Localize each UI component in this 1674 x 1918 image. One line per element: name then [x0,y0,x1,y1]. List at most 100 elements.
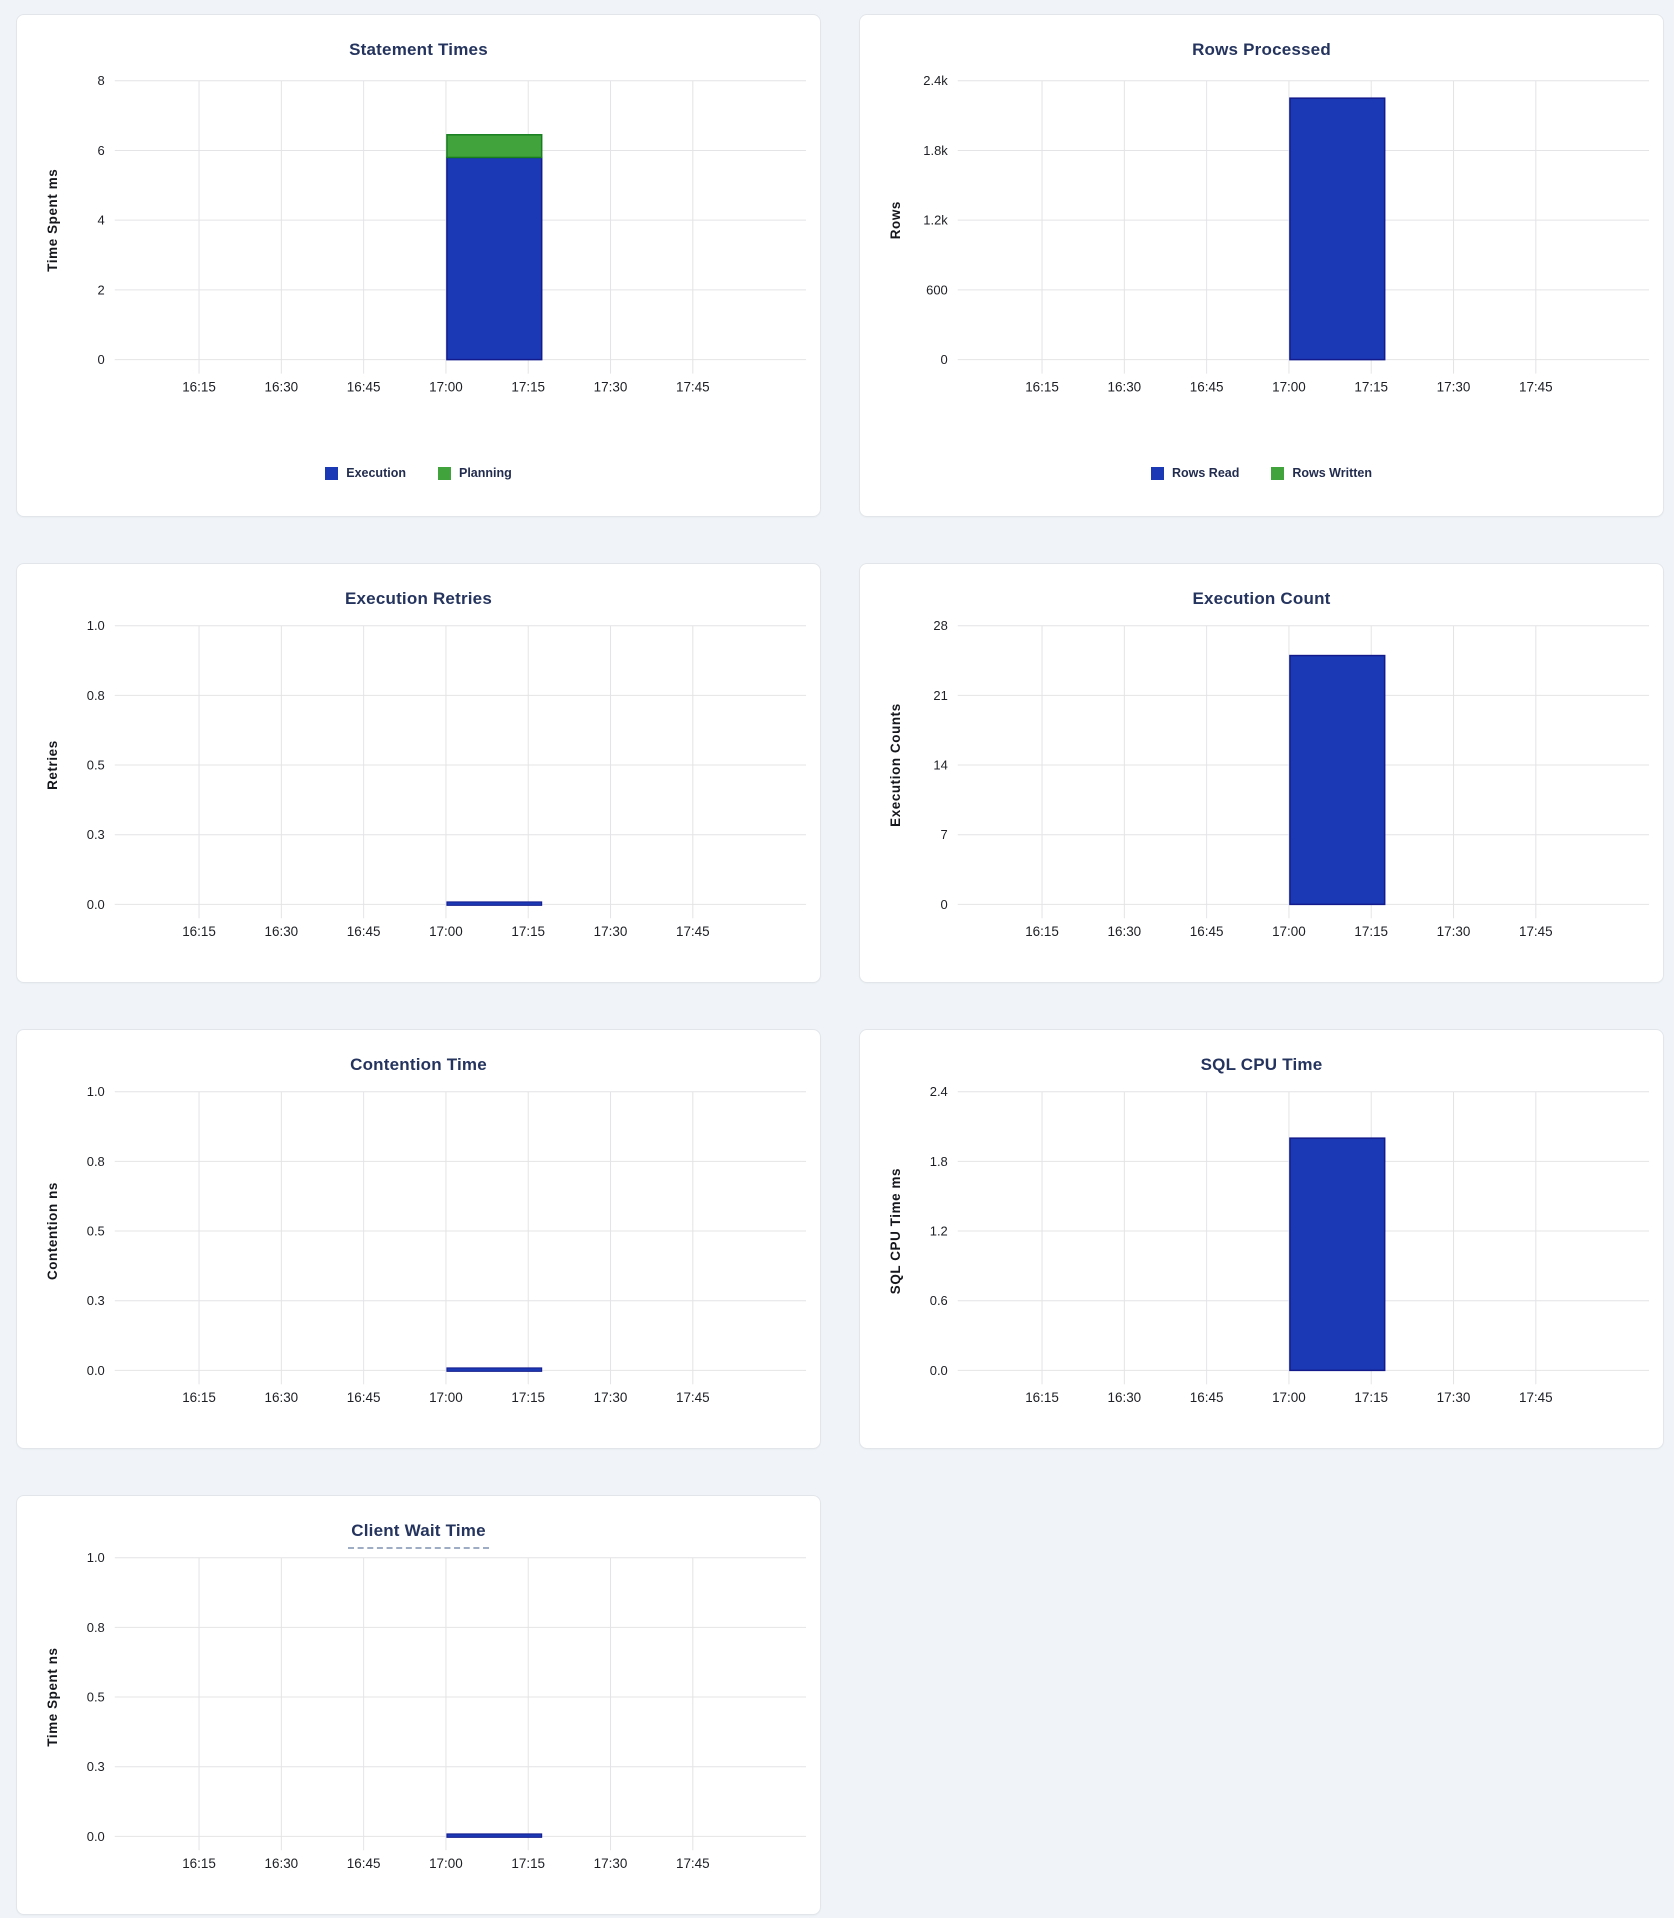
x-tick-label: 17:45 [1519,924,1553,939]
execution-count-chart: 0 7 14 21 28 16:15 16:30 16:45 17:00 17:15 17:30 17… [888,618,1650,939]
y-tick-label: 14 [933,758,947,773]
x-tick-label: 16:30 [265,924,299,939]
y-tick-label: 4 [98,213,105,228]
x-tick-label: 17:00 [429,1390,463,1405]
y-tick-label: 1.0 [87,618,105,633]
bar-sql-cpu-time[interactable] [1289,1137,1386,1372]
x-tick-label: 16:15 [182,380,216,395]
y-tick-label: 0.0 [87,1363,105,1378]
x-tick-label: 17:45 [1519,1390,1553,1405]
x-tick-label: 16:15 [182,1856,216,1871]
contention-time-chart: 0.0 0.3 0.5 0.8 1.0 16:15 16:30 16:45 17:00 17:15… [45,1084,807,1405]
zero-value-bar-retries[interactable] [446,901,543,906]
x-tick-label: 16:15 [1025,924,1059,939]
x-tick-label: 16:45 [347,924,381,939]
y-tick-label: 0.0 [87,1829,105,1844]
chart-title-text[interactable]: Client Wait Time [348,1521,489,1549]
y-tick-label: 600 [926,282,948,297]
chart-panel-client-wait-time: Client Wait Time 0.0 0.3 0.5 0.8 1.0 16:15 16:… [16,1495,821,1915]
legend-swatch [1150,466,1164,480]
x-tick-label: 16:15 [182,1390,216,1405]
x-tick-label: 16:45 [1190,924,1224,939]
chart-title-text: Rows Processed [1192,40,1331,59]
y-tick-label: 0.8 [87,688,105,703]
bar-rows-read[interactable] [1289,97,1386,361]
chart-title: Execution Retries [17,589,820,609]
x-tick-label: 17:15 [511,380,545,395]
client-wait-time-chart: 0.0 0.3 0.5 0.8 1.0 16:15 16:30 16:45 17:00 17:15… [45,1550,807,1871]
bar-planning[interactable] [446,134,543,159]
chart-panel-contention-time: Contention Time 0.0 0.3 0.5 0.8 1.0 16:15 16:3… [16,1029,821,1449]
statement-times-chart: 0 2 4 6 8 16:15 16:30 16:45 17:00 17:15 17:30 17:45… [45,73,807,395]
sql-cpu-time-chart: 0.0 0.6 1.2 1.8 2.4 16:15 16:30 16:45 17:00 17:15… [888,1084,1650,1405]
x-tick-label: 17:30 [1437,1390,1471,1405]
chart-title-text: Contention Time [350,1055,487,1074]
y-axis-label: Time Spent ms [45,169,60,272]
y-tick-label: 8 [98,73,105,88]
bar-execution-count[interactable] [1289,654,1386,906]
x-tick-label: 17:00 [1272,380,1306,395]
y-tick-label: 2 [98,282,105,297]
legend-label: Planning [458,466,512,480]
x-tick-label: 17:00 [429,380,463,395]
y-tick-label: 0 [941,352,948,367]
y-tick-label: 2.4k [923,73,948,88]
x-tick-label: 16:30 [265,1856,299,1871]
y-tick-label: 0.5 [87,758,105,773]
chart-title: Rows Processed [860,40,1663,60]
legend-item-rows-read: Rows Read [1150,466,1240,480]
y-axis-label: Retries [45,740,60,790]
y-tick-label: 0.0 [87,897,105,912]
x-tick-label: 16:15 [1025,1390,1059,1405]
y-tick-label: 0.5 [87,1690,105,1705]
y-tick-label: 0 [98,352,105,367]
zero-value-bar-contention[interactable] [446,1367,543,1372]
y-tick-label: 0.8 [87,1154,105,1169]
chart-title: Client Wait Time [17,1521,820,1549]
legend-label: Rows Written [1292,466,1373,480]
x-tick-label: 16:15 [1025,380,1059,395]
x-tick-label: 16:30 [1108,1390,1142,1405]
y-tick-label: 0.3 [87,827,105,842]
chart-panel-execution-count: Execution Count 0 7 14 21 28 16:15 16:30 16:45 1… [859,563,1664,983]
x-tick-label: 17:45 [1519,380,1553,395]
x-tick-label: 17:15 [511,1390,545,1405]
x-tick-label: 17:15 [1354,924,1388,939]
y-tick-label: 0 [941,897,948,912]
y-axis-label: Execution Counts [888,703,903,827]
legend-item-planning: Planning [437,466,512,480]
x-tick-label: 16:30 [1108,380,1142,395]
y-tick-label: 28 [933,618,947,633]
execution-retries-chart: 0.0 0.3 0.5 0.8 1.0 16:15 16:30 16:45 17:00 17:15… [45,618,807,939]
zero-value-bar-client-wait[interactable] [446,1833,543,1838]
y-axis-label: Rows [888,201,903,239]
y-tick-label: 1.2 [930,1224,948,1239]
x-tick-label: 16:45 [1190,1390,1224,1405]
y-tick-label: 0.0 [930,1363,948,1378]
y-tick-label: 0.6 [930,1293,948,1308]
y-axis-label: Contention ns [45,1182,60,1280]
y-tick-label: 1.0 [87,1550,105,1565]
legend-swatch [325,466,339,480]
legend-swatch [1271,466,1285,480]
chart-title-text: Statement Times [349,40,488,59]
legend-swatch [437,466,451,480]
chart-panel-rows-processed: Rows Processed 0 600 1.2k 1.8k 2.4k 16:15 16:3… [859,14,1664,517]
chart-title-text: SQL CPU Time [1200,1055,1323,1074]
x-tick-label: 17:00 [1272,924,1306,939]
y-tick-label: 1.8 [930,1154,948,1169]
x-tick-label: 17:30 [594,380,628,395]
x-tick-label: 17:30 [594,1856,628,1871]
y-tick-label: 0.3 [87,1759,105,1774]
legend-label: Rows Read [1171,466,1240,480]
bar-execution[interactable] [446,156,543,361]
x-tick-label: 16:30 [265,380,299,395]
x-tick-label: 17:30 [1437,380,1471,395]
x-tick-label: 17:45 [676,1390,710,1405]
x-tick-label: 17:30 [594,924,628,939]
x-tick-label: 16:45 [347,1856,381,1871]
chart-legend: Rows Read Rows Written [860,466,1663,480]
legend-item-rows-written: Rows Written [1271,466,1372,480]
chart-title: Execution Count [860,589,1663,609]
